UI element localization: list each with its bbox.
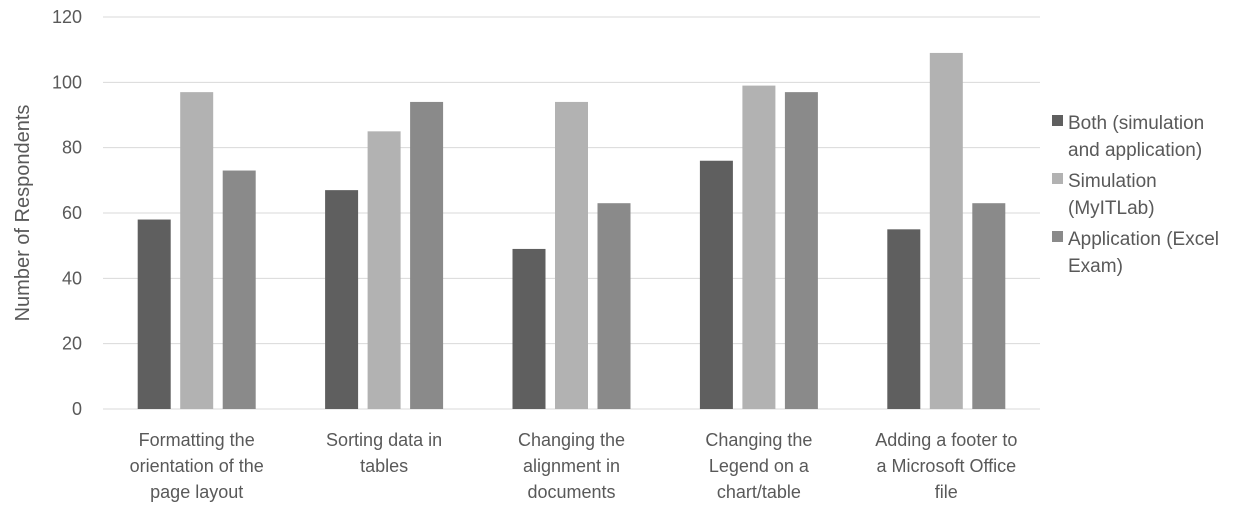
x-category-label: Changing the alignment in documents <box>518 430 625 502</box>
x-category-label: Formatting the orientation of the page lay… <box>130 430 264 502</box>
y-axis-ticks: 0 20 40 60 80 100 120 <box>52 7 82 419</box>
bars <box>137 52 1006 410</box>
y-tick-label: 40 <box>62 268 82 288</box>
y-tick-label: 80 <box>62 138 82 158</box>
bar <box>325 190 359 409</box>
legend-label: Both (simulation and application) <box>1068 113 1204 161</box>
x-category-label: Changing the Legend on a chart/table <box>705 430 812 502</box>
bar <box>512 248 546 409</box>
bar <box>887 229 921 409</box>
bar <box>972 203 1006 409</box>
y-tick-label: 60 <box>62 203 82 223</box>
legend-label: Application (Excel Exam) <box>1068 229 1219 277</box>
y-tick-label: 20 <box>62 334 82 354</box>
y-tick-label: 120 <box>52 7 82 27</box>
bar <box>137 219 171 409</box>
bar <box>929 52 963 409</box>
legend: Both (simulation and application) Simulati… <box>1052 113 1219 277</box>
bar <box>410 101 444 409</box>
bar <box>222 170 256 409</box>
legend-swatch <box>1052 115 1063 126</box>
bar <box>742 85 776 409</box>
y-axis-title: Number of Respondents <box>12 105 34 322</box>
legend-label: Simulation (MyITLab) <box>1068 171 1157 219</box>
bar <box>367 131 401 410</box>
y-tick-label: 100 <box>52 72 82 92</box>
bar <box>555 101 588 409</box>
legend-swatch <box>1052 173 1063 184</box>
y-tick-label: 0 <box>72 399 82 419</box>
bar <box>597 203 631 409</box>
legend-swatch <box>1052 231 1063 242</box>
bar <box>180 92 214 409</box>
x-category-label: Adding a footer to a Microsoft Office file <box>875 430 1017 502</box>
x-axis-categories: Formatting the orientation of the page lay… <box>130 430 1018 502</box>
bar <box>784 92 818 409</box>
bar <box>699 160 733 409</box>
x-category-label: Sorting data in tables <box>326 430 442 476</box>
